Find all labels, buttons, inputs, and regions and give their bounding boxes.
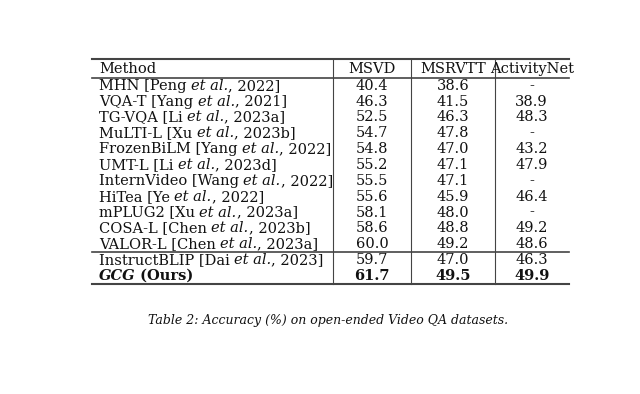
- Text: 59.7: 59.7: [356, 253, 388, 267]
- Text: et al.: et al.: [211, 221, 248, 236]
- Text: 46.3: 46.3: [436, 110, 469, 125]
- Text: , 2021]: , 2021]: [235, 95, 287, 109]
- Text: Table 2: Accuracy (%) on open-ended Video QA datasets.: Table 2: Accuracy (%) on open-ended Vide…: [148, 314, 508, 327]
- Text: , 2023a]: , 2023a]: [225, 110, 285, 125]
- Text: FrozenBiLM [Yang: FrozenBiLM [Yang: [99, 142, 242, 156]
- Text: 41.5: 41.5: [437, 95, 469, 109]
- Text: 49.2: 49.2: [437, 237, 469, 251]
- Text: 49.5: 49.5: [435, 269, 471, 283]
- Text: 45.9: 45.9: [437, 190, 469, 204]
- Text: et al.: et al.: [188, 110, 225, 125]
- Text: 58.1: 58.1: [356, 206, 388, 219]
- Text: 48.3: 48.3: [515, 110, 548, 125]
- Text: 55.6: 55.6: [356, 190, 388, 204]
- Text: 52.5: 52.5: [356, 110, 388, 125]
- Text: 46.3: 46.3: [515, 253, 548, 267]
- Text: InternVideo [Wang: InternVideo [Wang: [99, 174, 243, 188]
- Text: 54.7: 54.7: [356, 126, 388, 140]
- Text: 46.3: 46.3: [356, 95, 388, 109]
- Text: MSRVTT: MSRVTT: [420, 61, 486, 76]
- Text: MuLTI-L [Xu: MuLTI-L [Xu: [99, 126, 196, 140]
- Text: 47.1: 47.1: [437, 158, 469, 172]
- Text: MSVD: MSVD: [348, 61, 396, 76]
- Text: 49.9: 49.9: [514, 269, 549, 283]
- Text: 47.0: 47.0: [437, 253, 469, 267]
- Text: 47.0: 47.0: [437, 142, 469, 156]
- Text: et al.: et al.: [220, 237, 257, 251]
- Text: mPLUG2 [Xu: mPLUG2 [Xu: [99, 206, 200, 219]
- Text: -: -: [529, 174, 534, 188]
- Text: VALOR-L [Chen: VALOR-L [Chen: [99, 237, 220, 251]
- Text: HiTea [Ye: HiTea [Ye: [99, 190, 175, 204]
- Text: 47.9: 47.9: [515, 158, 548, 172]
- Text: 47.8: 47.8: [437, 126, 469, 140]
- Text: -: -: [529, 206, 534, 219]
- Text: 38.6: 38.6: [436, 79, 470, 93]
- Text: 40.4: 40.4: [356, 79, 388, 93]
- Text: , 2022]: , 2022]: [279, 142, 332, 156]
- Text: 58.6: 58.6: [356, 221, 388, 236]
- Text: 43.2: 43.2: [515, 142, 548, 156]
- Text: et al.: et al.: [175, 190, 212, 204]
- Text: , 2023d]: , 2023d]: [215, 158, 277, 172]
- Text: VQA-T [Yang: VQA-T [Yang: [99, 95, 198, 109]
- Text: 48.8: 48.8: [436, 221, 469, 236]
- Text: et al.: et al.: [243, 174, 280, 188]
- Text: 55.5: 55.5: [356, 174, 388, 188]
- Text: , 2023b]: , 2023b]: [248, 221, 310, 236]
- Text: 60.0: 60.0: [356, 237, 388, 251]
- Text: et al.: et al.: [234, 253, 271, 267]
- Text: , 2022]: , 2022]: [228, 79, 280, 93]
- Text: et al.: et al.: [200, 206, 237, 219]
- Text: et al.: et al.: [178, 158, 215, 172]
- Text: et al.: et al.: [198, 95, 235, 109]
- Text: ActivityNet: ActivityNet: [490, 61, 573, 76]
- Text: , 2023]: , 2023]: [271, 253, 324, 267]
- Text: 48.0: 48.0: [436, 206, 469, 219]
- Text: 49.2: 49.2: [515, 221, 548, 236]
- Text: -: -: [529, 79, 534, 93]
- Text: 55.2: 55.2: [356, 158, 388, 172]
- Text: 61.7: 61.7: [355, 269, 390, 283]
- Text: GCG: GCG: [99, 269, 136, 283]
- Text: 47.1: 47.1: [437, 174, 469, 188]
- Text: 38.9: 38.9: [515, 95, 548, 109]
- Text: (Ours): (Ours): [136, 269, 194, 283]
- Text: -: -: [529, 126, 534, 140]
- Text: 46.4: 46.4: [515, 190, 548, 204]
- Text: 48.6: 48.6: [515, 237, 548, 251]
- Text: Method: Method: [99, 61, 156, 76]
- Text: 54.8: 54.8: [356, 142, 388, 156]
- Text: UMT-L [Li: UMT-L [Li: [99, 158, 178, 172]
- Text: , 2023a]: , 2023a]: [257, 237, 319, 251]
- Text: et al.: et al.: [196, 126, 234, 140]
- Text: MHN [Peng: MHN [Peng: [99, 79, 191, 93]
- Text: TG-VQA [Li: TG-VQA [Li: [99, 110, 188, 125]
- Text: et al.: et al.: [191, 79, 228, 93]
- Text: , 2022]: , 2022]: [280, 174, 333, 188]
- Text: InstructBLIP [Dai: InstructBLIP [Dai: [99, 253, 234, 267]
- Text: COSA-L [Chen: COSA-L [Chen: [99, 221, 211, 236]
- Text: , 2023b]: , 2023b]: [234, 126, 296, 140]
- Text: , 2022]: , 2022]: [212, 190, 264, 204]
- Text: , 2023a]: , 2023a]: [237, 206, 298, 219]
- Text: et al.: et al.: [242, 142, 279, 156]
